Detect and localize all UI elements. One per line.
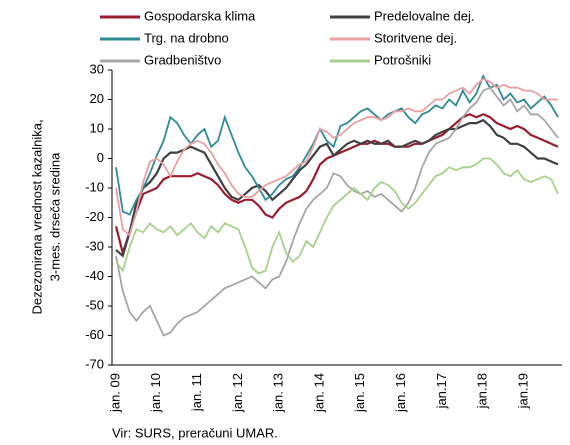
y-axis-label: 3-mes. drseča sredina [47,152,62,281]
x-tick-label: jan. 15 [352,373,367,413]
legend-label: Potrošniki [374,52,431,67]
y-tick-label: -20 [85,209,104,224]
x-tick-label: jan. 10 [148,373,163,413]
x-tick-label: jan.17 [434,373,449,409]
y-tick-label: 30 [90,61,104,76]
series-line [115,86,559,337]
series-line [115,157,559,275]
y-tick-label: 0 [97,150,104,165]
x-tick-label: jan. 14 [311,373,326,413]
y-tick-label: -10 [85,179,104,194]
legend-label: Predelovalne dej. [374,8,474,23]
y-tick-label: -60 [85,327,104,342]
x-tick-label: jan. 16 [393,373,408,413]
legend-label: Gospodarska klima [144,8,256,23]
legend-label: Gradbeništvo [144,52,221,67]
x-tick-label: jan.18 [475,373,490,409]
y-tick-label: -40 [85,268,104,283]
legend-label: Trg. na drobno [144,30,229,45]
series-line [115,118,559,258]
x-tick-label: jan. 11 [189,373,204,412]
x-tick-label: jan.19 [515,373,530,409]
legend-label: Storitvene dej. [374,30,457,45]
y-axis-label: Dezezonirana vrednost kazalnika, [29,119,44,314]
y-tick-label: -70 [85,356,104,371]
source-note: Vir: SURS, preračuni UMAR. [112,425,278,440]
y-tick-label: -50 [85,297,104,312]
y-tick-label: 10 [90,120,104,135]
series-line [115,77,558,237]
x-tick-label: jan. 09 [107,373,122,413]
y-tick-label: -30 [85,238,104,253]
x-tick-label: jan. 12 [230,373,245,413]
series-line [115,73,559,216]
x-tick-label: jan. 13 [271,373,286,413]
y-tick-label: 20 [90,91,104,106]
